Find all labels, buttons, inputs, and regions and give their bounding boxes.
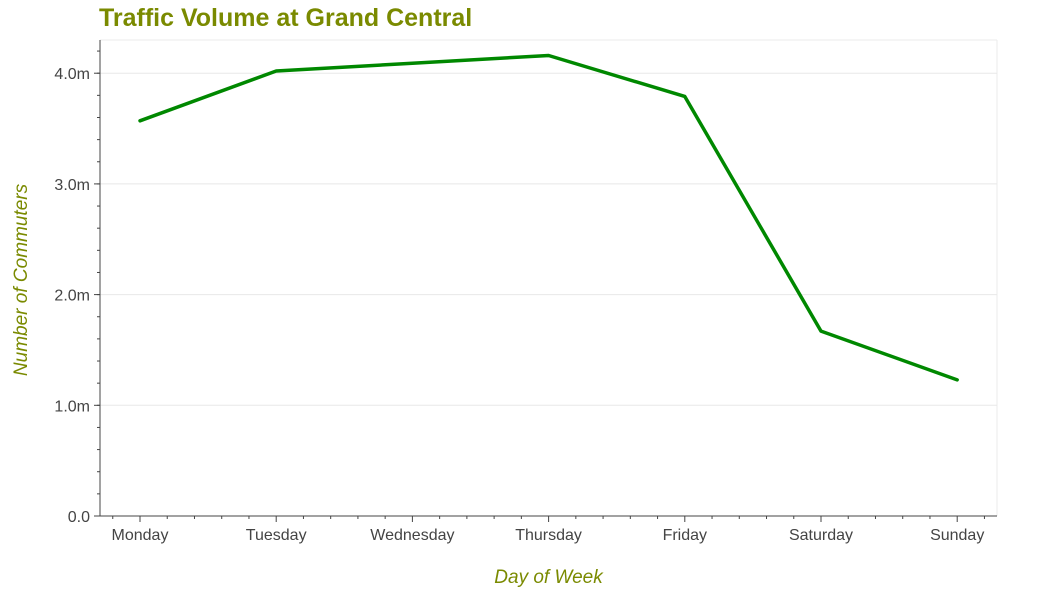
y-axis-label: Number of Commuters xyxy=(11,183,32,376)
x-tick-label: Sunday xyxy=(930,527,984,544)
gridlines xyxy=(100,39,998,516)
series-line xyxy=(138,53,959,382)
y-tick-label: 2.0m xyxy=(54,288,90,305)
y-tick-label: 4.0m xyxy=(54,66,90,83)
y-tick-label: 3.0m xyxy=(54,177,90,194)
y-tick-label: 0.0 xyxy=(68,509,90,526)
tick-labels: 0.0 1.0m 2.0m 3.0m 4.0m Monday Tuesday Wednesda… xyxy=(54,66,984,544)
x-tick-label: Monday xyxy=(112,527,169,544)
x-tick-label: Tuesday xyxy=(246,527,307,544)
x-tick-label: Friday xyxy=(663,527,707,544)
x-tick-label: Thursday xyxy=(515,527,582,544)
series-layer xyxy=(138,53,959,382)
x-tick-label: Wednesday xyxy=(370,527,454,544)
chart-title: Traffic Volume at Grand Central xyxy=(99,4,473,32)
axes xyxy=(94,40,997,522)
y-tick-label: 1.0m xyxy=(54,398,90,415)
x-axis-label: Day of Week xyxy=(494,567,604,588)
x-tick-label: Saturday xyxy=(789,527,853,544)
